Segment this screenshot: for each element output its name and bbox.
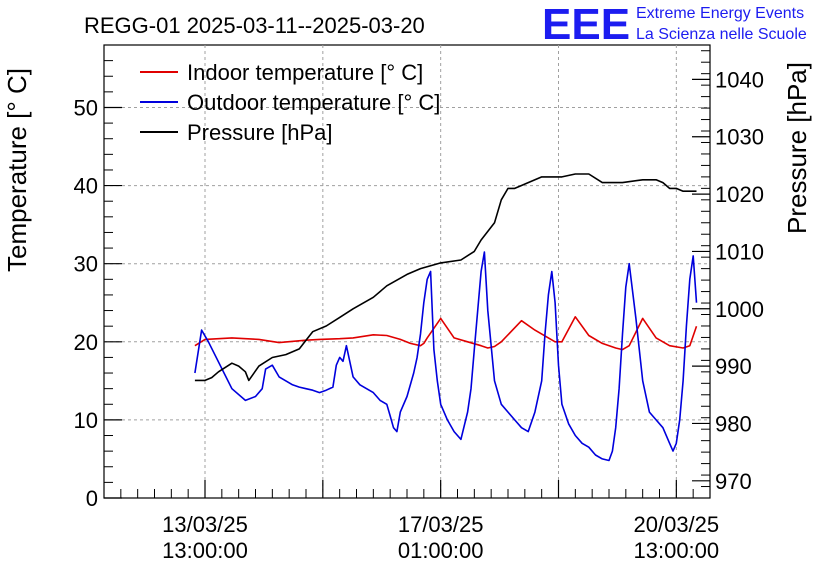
x-tick-date: 17/03/25 (398, 512, 484, 537)
right-tick-label: 1010 (715, 239, 764, 264)
eee-logo-letters: EEE (542, 0, 630, 49)
x-axis: 13/03/2513:00:0017/03/2501:00:0020/03/25… (103, 480, 720, 563)
series-layer (194, 173, 698, 462)
left-tick-label: 30 (74, 252, 98, 277)
right-axis: 970 980 990 1000 1010 1020 1030 1040 (692, 50, 764, 499)
x-tick-time: 01:00:00 (398, 538, 484, 563)
right-axis-title: Pressure [hPa] (782, 62, 812, 234)
legend: Indoor temperature [° C] Outdoor tempera… (140, 60, 440, 145)
x-tick-time: 13:00:00 (162, 538, 248, 563)
eee-logo: EEE Extreme Energy Events La Scienza nel… (542, 0, 807, 49)
indoor-temperature-line (194, 315, 698, 351)
legend-label-pressure: Pressure [hPa] (187, 120, 333, 145)
x-tick-date: 20/03/25 (634, 512, 720, 537)
outdoor-temperature-line (194, 251, 698, 462)
x-tick-date: 13/03/25 (162, 512, 248, 537)
right-tick-label: 970 (715, 469, 752, 494)
right-tick-label: 1020 (715, 182, 764, 207)
right-tick-label: 1000 (715, 297, 764, 322)
eee-logo-line1: Extreme Energy Events (636, 5, 804, 22)
legend-label-indoor: Indoor temperature [° C] (187, 60, 423, 85)
left-tick-label: 0 (86, 486, 98, 511)
right-tick-label: 1040 (715, 67, 764, 92)
right-tick-label: 1030 (715, 125, 764, 150)
right-tick-label: 990 (715, 354, 752, 379)
left-axis-title: Temperature [° C] (2, 68, 32, 272)
eee-logo-line2: La Scienza nelle Scuole (636, 26, 807, 43)
legend-label-outdoor: Outdoor temperature [° C] (187, 90, 440, 115)
chart-title: REGG-01 2025-03-11--2025-03-20 (84, 13, 425, 38)
x-tick-time: 13:00:00 (634, 538, 720, 563)
left-tick-label: 50 (74, 95, 98, 120)
left-axis: 0 10 20 30 40 50 (74, 44, 122, 511)
right-tick-label: 980 (715, 411, 752, 436)
left-tick-label: 40 (74, 174, 98, 199)
left-tick-label: 10 (74, 408, 98, 433)
left-tick-label: 20 (74, 330, 98, 355)
pressure-line (194, 173, 697, 382)
